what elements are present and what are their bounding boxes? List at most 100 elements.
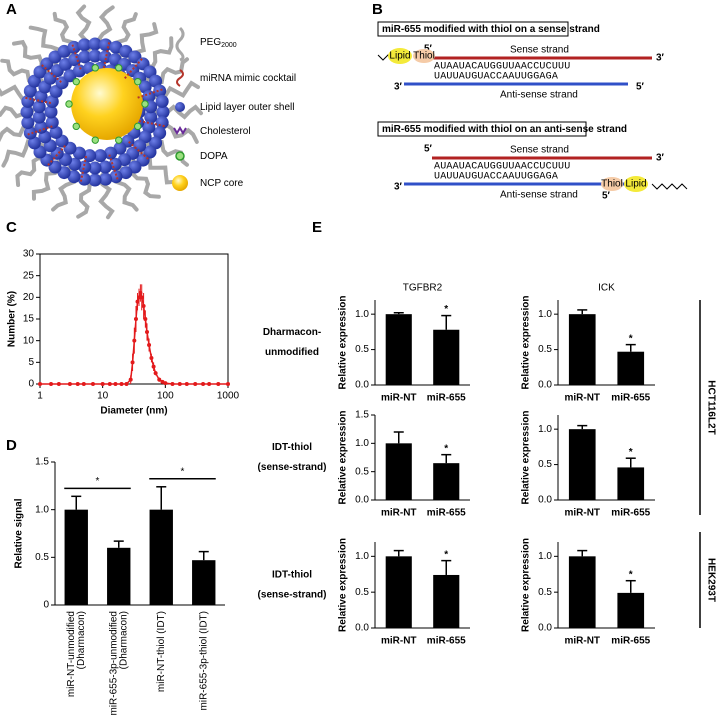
y-tick-label: 5	[28, 357, 34, 368]
lipid-ball	[20, 105, 34, 119]
prime: 3′	[394, 182, 403, 193]
bar	[385, 314, 412, 385]
lipid-ball	[144, 110, 158, 124]
lipid-ball	[49, 125, 63, 139]
cell-line-label: HEK293T	[705, 558, 716, 602]
x-tick-label: miR-655	[427, 508, 466, 519]
lipid-ball	[67, 170, 81, 184]
bar	[433, 463, 460, 500]
data-point	[132, 338, 137, 343]
dopa	[141, 100, 149, 108]
x-tick-label: miR-NT	[381, 393, 417, 404]
bar	[64, 509, 88, 605]
y-tick-label: 1.5	[355, 410, 369, 421]
data-point	[75, 382, 80, 386]
legend-label: NCP core	[200, 178, 244, 189]
y-tick-label: 0.5	[538, 587, 552, 598]
mirna	[46, 145, 66, 167]
data-point	[184, 382, 189, 386]
y-axis-label: Relative expression	[338, 296, 349, 390]
legend-label: PEG2000	[200, 37, 237, 49]
panel-letter: A	[6, 1, 17, 18]
y-tick-label: 1.0	[35, 504, 49, 515]
dopa	[115, 64, 123, 72]
zigzag	[651, 183, 688, 190]
lipid-ball	[153, 126, 167, 140]
prime: 5′	[424, 144, 433, 155]
legend-text: Cholesterol	[200, 126, 251, 137]
dopa	[115, 136, 123, 144]
lipid-ball	[27, 136, 41, 150]
x-tick-label: 1	[37, 391, 43, 402]
data-point	[153, 371, 158, 376]
legend-text: miRNA mimic cocktail	[200, 73, 296, 84]
lipid-ball	[45, 94, 59, 108]
x-tick-label: miR-655-3p-unmodified	[108, 611, 119, 716]
caption: miR-655 modified with thiol on an anti-s…	[382, 124, 627, 135]
row-label: IDT-thiol	[272, 442, 312, 453]
data-point	[90, 382, 95, 386]
significance-star: *	[444, 443, 448, 454]
strand-label: Sense strand	[510, 45, 569, 56]
mirna	[24, 96, 52, 105]
significance-star: *	[444, 549, 448, 560]
lipid-ball	[99, 172, 113, 186]
y-tick-label: 1.0	[538, 424, 552, 435]
strand-label: Sense strand	[510, 145, 569, 156]
legend-label: miRNA mimic cocktail	[200, 73, 296, 84]
mirna	[79, 155, 88, 183]
lipid-ball	[109, 170, 123, 184]
lipid-ball	[98, 50, 112, 64]
x-tick-label: 100	[157, 391, 174, 402]
significance-star: *	[629, 569, 633, 580]
legend-text: DOPA	[200, 151, 228, 162]
data-point	[81, 382, 86, 386]
lipid-ball	[23, 126, 37, 140]
lipid-ball	[149, 74, 163, 88]
lipid-ball	[109, 40, 123, 54]
row-label: unmodified	[265, 347, 319, 358]
y-tick-label: 1.0	[538, 551, 552, 562]
mirna	[128, 141, 150, 161]
data-point	[107, 382, 112, 386]
legend-text: PEG	[200, 37, 221, 48]
data-point	[151, 364, 156, 369]
dopa	[91, 136, 99, 144]
lipid-ball	[98, 160, 112, 174]
data-point	[147, 343, 152, 347]
lipid-ball	[23, 84, 37, 98]
y-tick-label: 0.0	[355, 380, 369, 391]
mirna	[26, 125, 53, 136]
y-tick-label: 0	[43, 600, 49, 611]
panel-letter: D	[6, 437, 17, 454]
data-point	[113, 382, 118, 386]
lipid-ball	[21, 116, 35, 130]
lipid-ball	[93, 149, 107, 163]
lipid-ball	[45, 116, 59, 130]
data-point	[193, 382, 198, 386]
legend-icon	[175, 26, 185, 62]
data-point	[130, 360, 135, 365]
lipid-ball	[88, 161, 102, 175]
strand-label: Anti-sense strand	[500, 90, 578, 101]
column-title: TGFBR2	[403, 283, 443, 294]
lipid-label: Lipid	[389, 51, 410, 62]
y-tick-label: 25	[23, 270, 35, 281]
x-tick-label: miR-655-3p-thiol (IDT)	[198, 611, 209, 710]
panel-letter: B	[372, 1, 383, 18]
ncp-core	[71, 68, 143, 140]
x-tick-label: miR-NT-thiol (IDT)	[156, 611, 167, 692]
y-tick-label: 0	[28, 379, 34, 390]
bar	[617, 467, 645, 500]
significance-star: *	[629, 333, 633, 344]
y-axis-label: Relative expression	[521, 411, 532, 505]
x-tick-label: miR-NT	[564, 393, 600, 404]
x-axis-label: Diameter (nm)	[100, 406, 167, 417]
panel-letter: C	[6, 219, 17, 236]
sense-seq: AUAAUACAUGGUUAACCUCUUU	[434, 62, 570, 73]
x-tick-label: miR-NT-unmodified	[66, 611, 77, 697]
prime: 3′	[394, 82, 403, 93]
x-tick-label: 10	[97, 391, 109, 402]
thiol-label: Thiol	[413, 51, 435, 62]
mirna	[138, 119, 166, 128]
